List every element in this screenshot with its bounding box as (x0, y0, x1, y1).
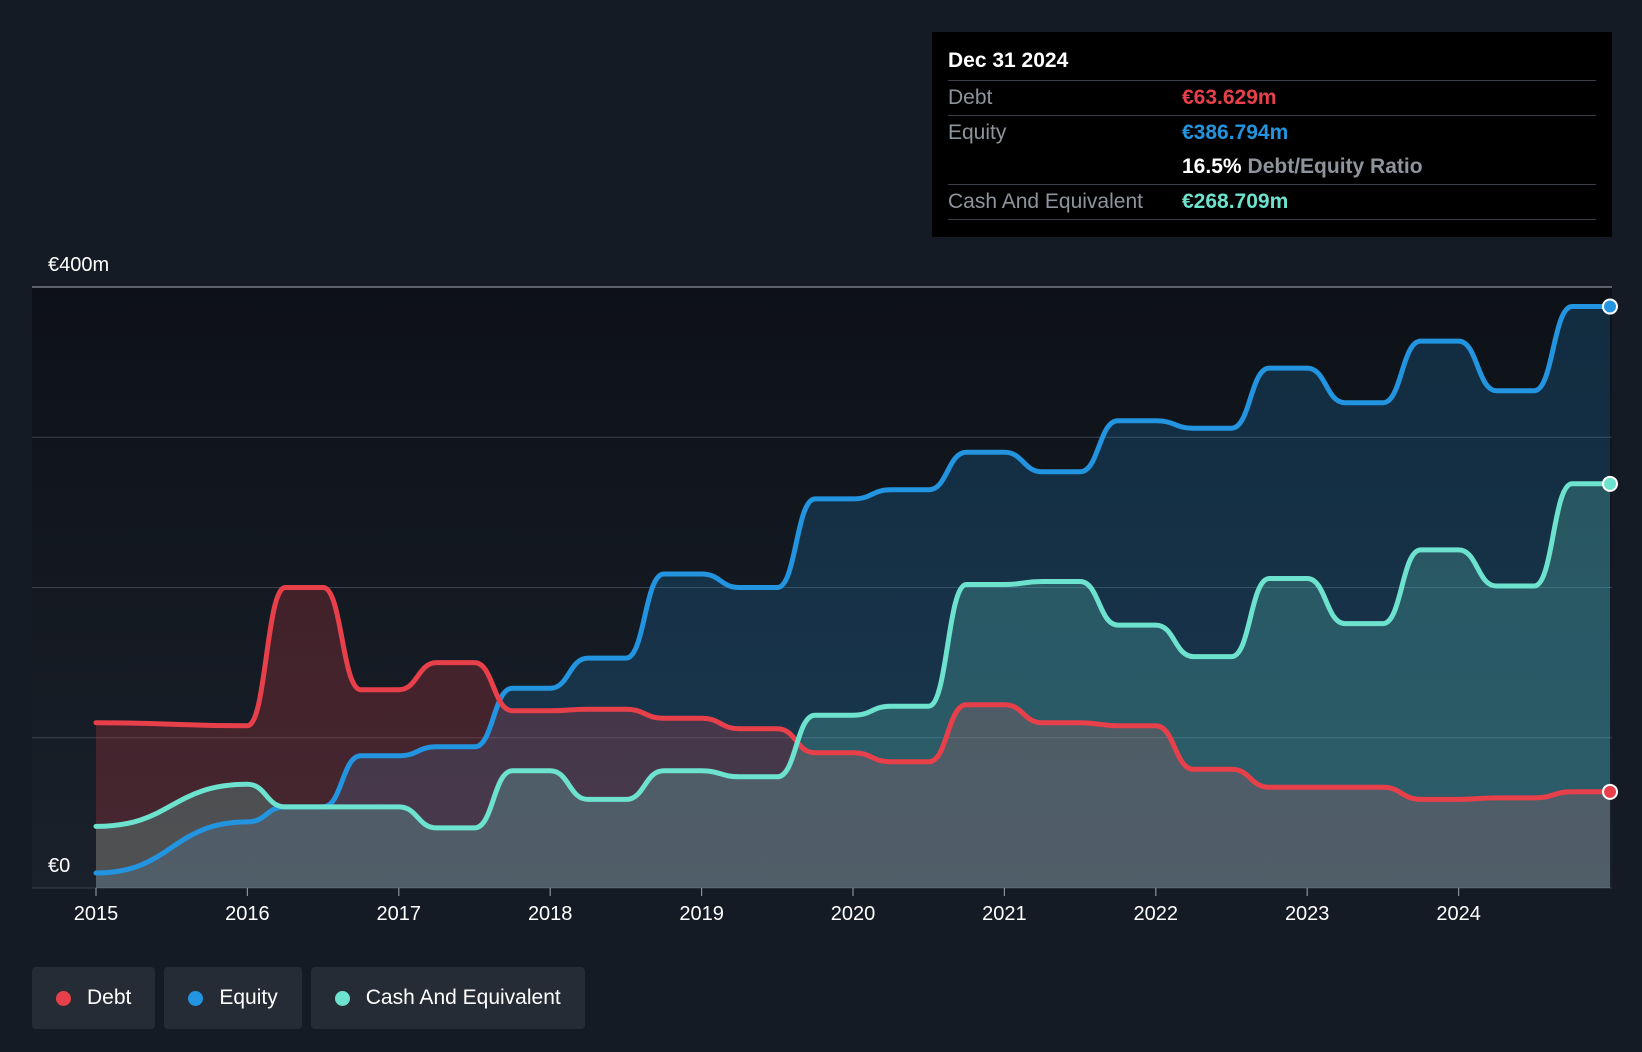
line-debt (93, 585, 1613, 802)
legend-label-equity: Equity (219, 986, 278, 1009)
tooltip-debt-value: €63.629m (1182, 86, 1277, 109)
end-marker-equity (1602, 298, 1618, 315)
axes: 2015 2016 2017 2018 2019 2020 2021 2022 2023 2024… (48, 254, 1481, 925)
chart-canvas: 2015 2016 2017 2018 2019 2020 2021 2022 2023 2024… (32, 254, 1618, 925)
chart-legend: Debt Equity Cash And Equivalent (32, 967, 585, 1029)
legend-item-debt[interactable]: Debt (32, 967, 156, 1029)
line-equity (93, 304, 1613, 876)
x-tick-label: 2024 (1436, 903, 1481, 925)
line-cash-and-equivalent (93, 481, 1613, 831)
area-cash-and-equivalent (96, 483, 1610, 888)
tooltip-cash-label: Cash And Equivalent (948, 190, 1143, 213)
tooltip-row-equity: Equity €386.794m (948, 115, 1596, 150)
area-equity (96, 306, 1610, 888)
legend-label-debt: Debt (87, 986, 132, 1009)
end-marker-debt (1602, 783, 1618, 800)
tooltip-row-debt: Debt €63.629m (948, 80, 1596, 115)
x-tick-label: 2021 (982, 903, 1027, 925)
y-axis-max-label: €400m (48, 254, 109, 276)
x-tick-label: 2023 (1285, 903, 1330, 925)
tooltip-panel: Dec 31 2024 Debt €63.629m Equity €386.79… (932, 32, 1612, 237)
x-tick-label: 2022 (1134, 903, 1179, 925)
cash-dot-icon (334, 990, 350, 1006)
legend-item-cash[interactable]: Cash And Equivalent (310, 967, 585, 1029)
tooltip-debt-label: Debt (948, 86, 993, 109)
x-tick-label: 2020 (831, 903, 876, 925)
legend-label-cash: Cash And Equivalent (365, 986, 561, 1009)
x-tick-label: 2016 (225, 903, 270, 925)
x-tick-label: 2015 (74, 903, 119, 925)
tooltip-ratio-value: 16.5% (1182, 155, 1242, 178)
equity-dot-icon (188, 990, 204, 1006)
x-tick-label: 2019 (679, 903, 724, 925)
tooltip-equity-label: Equity (948, 121, 1007, 144)
series-end-markers (1602, 298, 1618, 800)
x-tick-label: 2018 (528, 903, 573, 925)
y-axis-zero-label: €0 (48, 855, 70, 877)
tooltip-date: Dec 31 2024 (948, 49, 1069, 72)
legend-item-equity[interactable]: Equity (164, 967, 302, 1029)
x-tick-label: 2017 (377, 903, 422, 925)
tooltip-ratio-label: Debt/Equity Ratio (1247, 155, 1423, 178)
tooltip-row-cash: Cash And Equivalent €268.709m (948, 184, 1596, 220)
series-lines (93, 304, 1613, 876)
tooltip-equity-value: €386.794m (1182, 121, 1289, 144)
end-marker-cash-and-equivalent (1602, 475, 1618, 492)
tooltip-row-ratio: 16.5% Debt/Equity Ratio (948, 150, 1596, 184)
debt-dot-icon (56, 990, 71, 1006)
tooltip-cash-value: €268.709m (1182, 190, 1289, 213)
